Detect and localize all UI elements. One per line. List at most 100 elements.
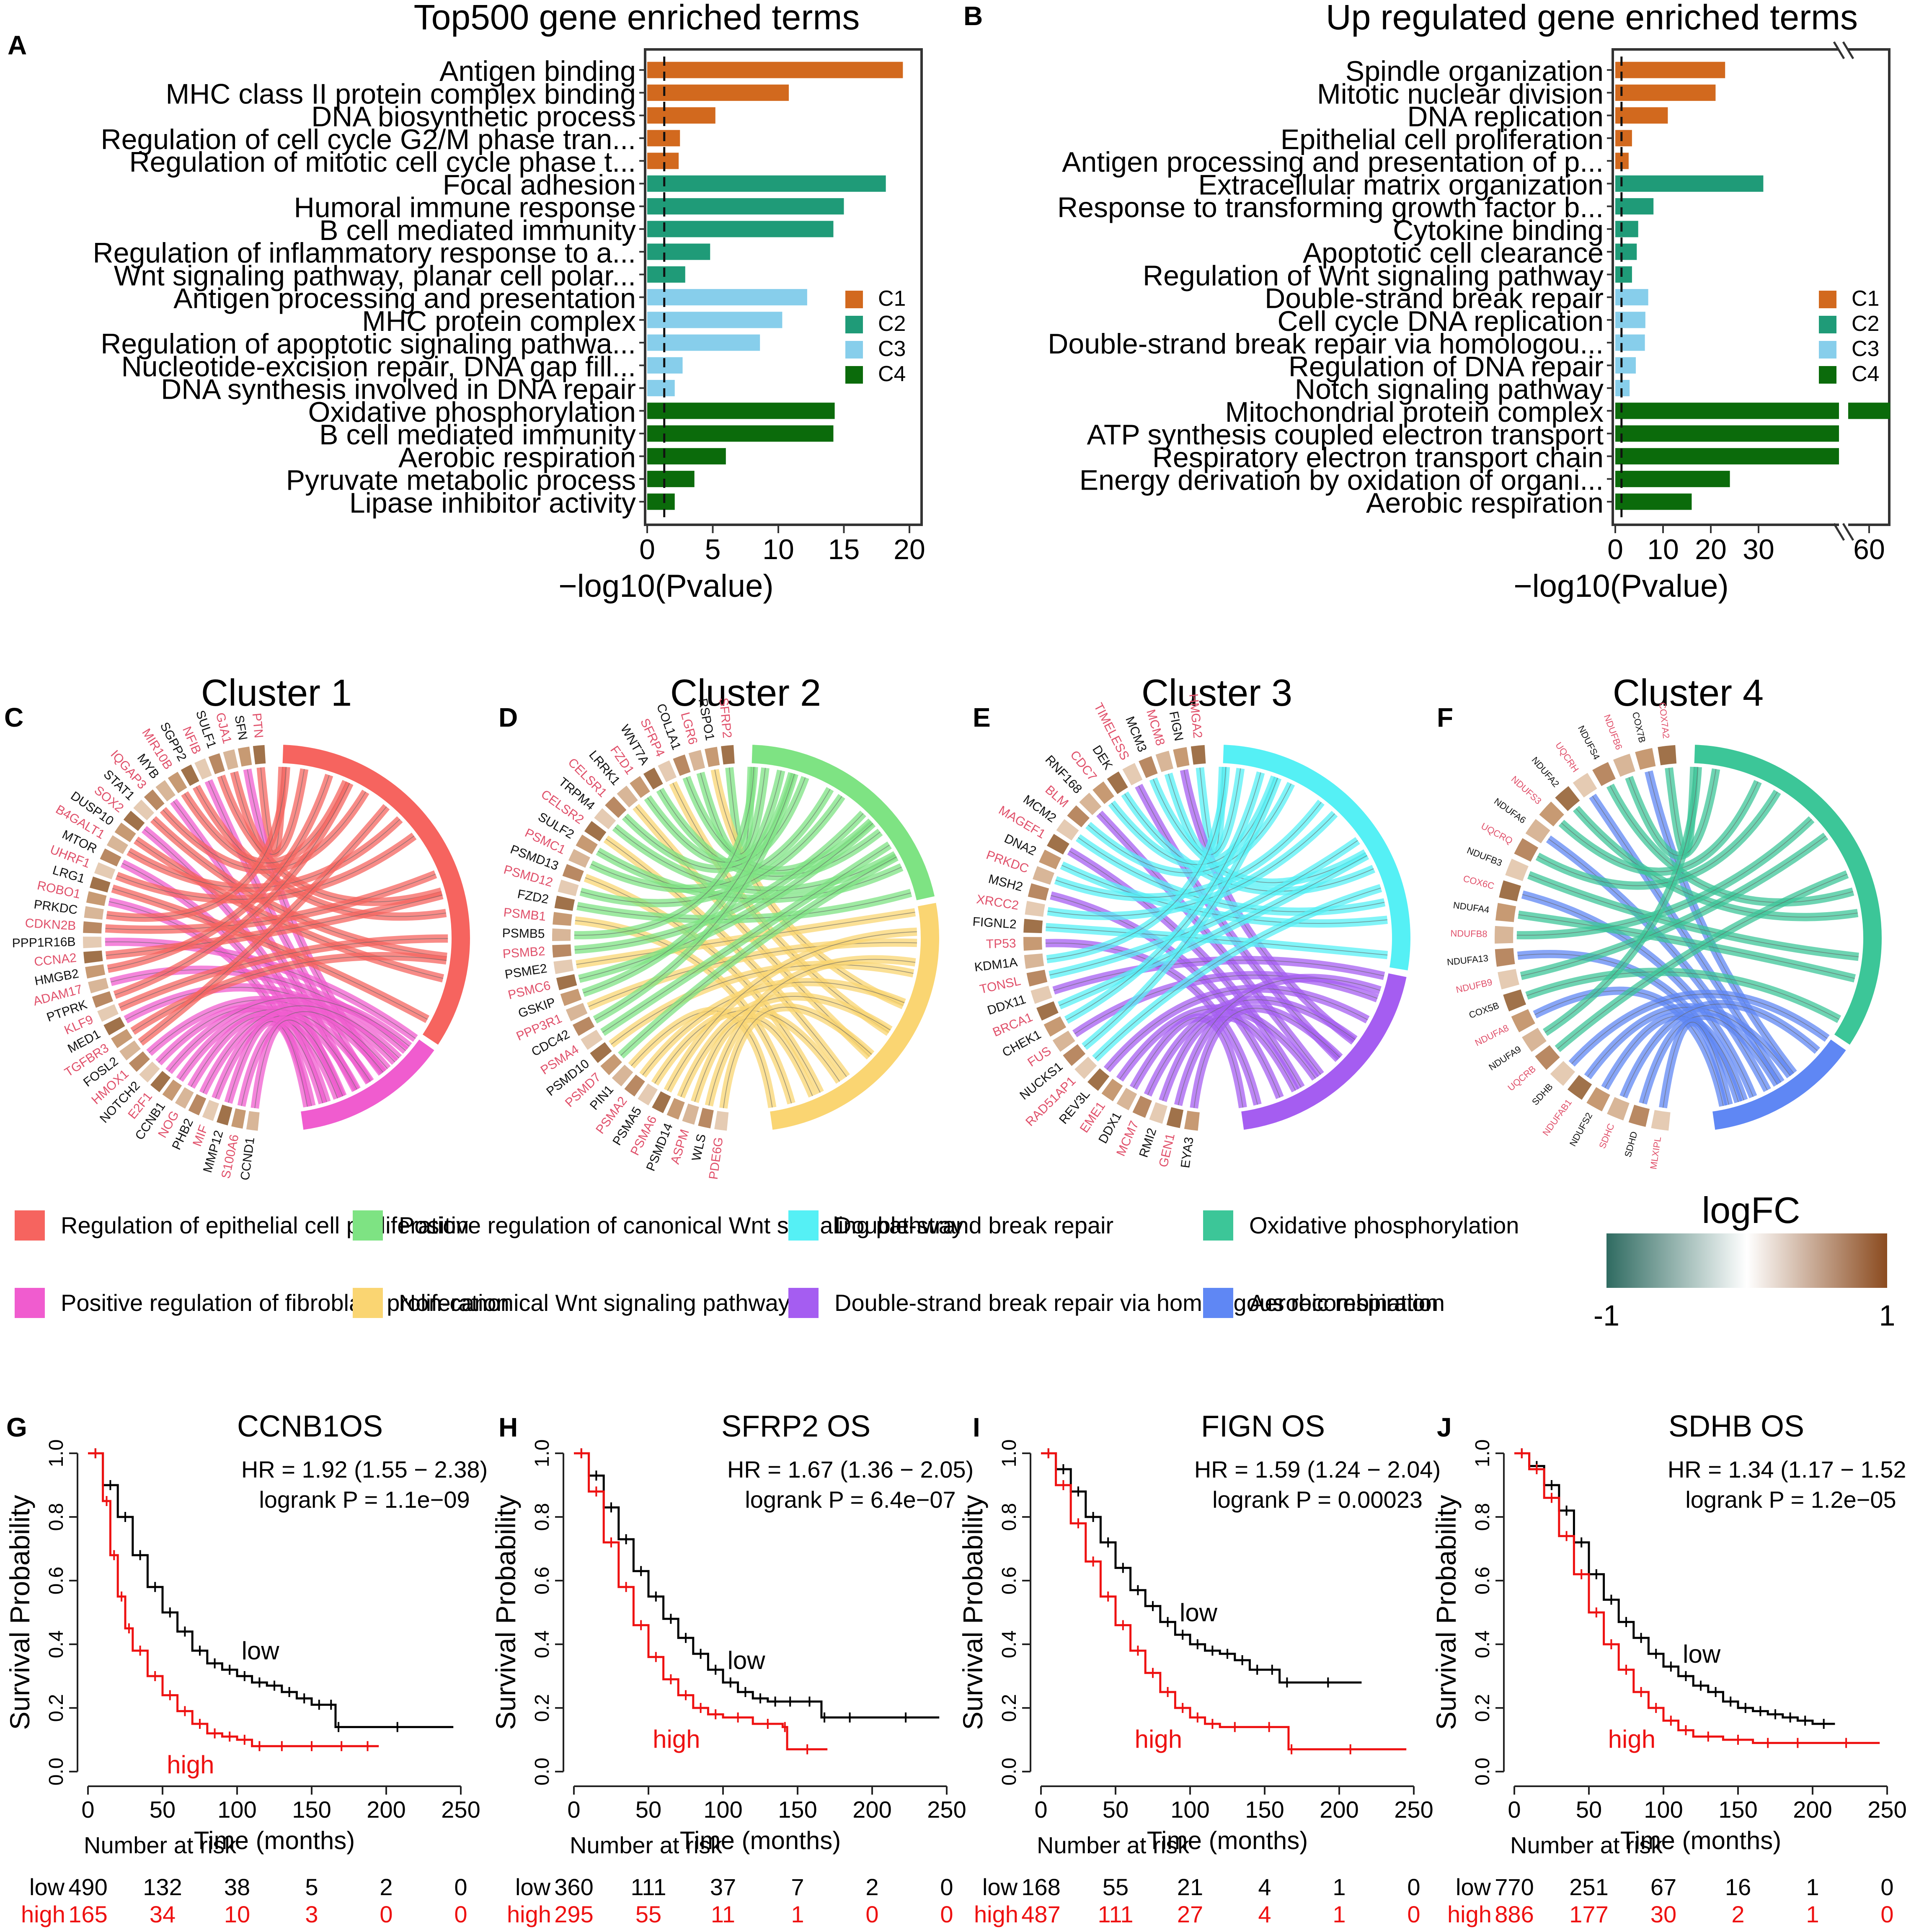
risk-title: Number at risk bbox=[84, 1832, 237, 1858]
y-tick-label: 0.6 bbox=[1472, 1567, 1494, 1595]
gene-label: SDHB bbox=[1530, 1081, 1555, 1107]
bar-C3 bbox=[647, 312, 783, 328]
km-curve-high bbox=[1514, 1452, 1880, 1744]
panel-letter-I: I bbox=[973, 1412, 980, 1442]
term-label: B cell mediated immunity bbox=[319, 419, 636, 451]
gene-arc bbox=[552, 944, 572, 958]
bar-panel-A: Top500 gene enriched terms Antigen bindin… bbox=[93, 0, 925, 604]
gene-arc bbox=[576, 834, 598, 854]
term-label: Mitotic nuclear division bbox=[1317, 78, 1604, 110]
bar-C4 bbox=[1615, 471, 1730, 488]
colorbar-min: -1 bbox=[1593, 1299, 1619, 1332]
gene-arc bbox=[1635, 748, 1656, 770]
term-label: Wnt signaling pathway, planar cell polar… bbox=[114, 260, 636, 291]
bar-title-A: Top500 gene enriched terms bbox=[414, 0, 860, 37]
gene-label: GEN1 bbox=[1157, 1132, 1178, 1168]
gene-arc bbox=[553, 959, 574, 974]
gene-arc bbox=[85, 964, 106, 979]
bar-C2 bbox=[647, 243, 710, 260]
risk-value-high: 34 bbox=[150, 1901, 176, 1927]
x-tick-label: 50 bbox=[1103, 1796, 1129, 1823]
gene-arc bbox=[1036, 1001, 1059, 1021]
gene-label: PRKDC bbox=[33, 898, 79, 917]
chord-ribbon-edge bbox=[1087, 783, 1292, 873]
chord-ribbon-edge bbox=[105, 874, 436, 930]
gene-arc bbox=[1628, 1104, 1650, 1127]
term-legend-label: Oxidative phosphorylation bbox=[1249, 1212, 1519, 1238]
risk-value-high: 55 bbox=[635, 1901, 661, 1927]
term-label: ATP synthesis coupled electron transport bbox=[1087, 419, 1604, 451]
x-tick-label: 50 bbox=[150, 1796, 176, 1823]
gene-arc bbox=[114, 823, 136, 842]
gene-arc bbox=[1039, 849, 1061, 869]
panel-letter-C: C bbox=[4, 702, 23, 733]
chord-ribbon-edge bbox=[1069, 851, 1302, 1088]
y-tick-label: 0.0 bbox=[998, 1758, 1020, 1786]
gene-arc bbox=[617, 785, 638, 808]
risk-row-label-low: low bbox=[982, 1874, 1018, 1900]
risk-value-low: 0 bbox=[454, 1874, 467, 1900]
term-legend-label: Double-strand break repair via homologou… bbox=[834, 1290, 1438, 1316]
gene-arc bbox=[100, 848, 121, 867]
gene-arc bbox=[94, 862, 116, 880]
legend-label-C1: C1 bbox=[878, 286, 906, 311]
gene-arc bbox=[666, 1098, 685, 1120]
term-label: Epithelial cell proliferation bbox=[1281, 124, 1604, 155]
chord-ribbon-edge bbox=[667, 931, 917, 1091]
bar-C3 bbox=[1615, 312, 1645, 328]
term-legend-label: Double-strand break repair bbox=[834, 1212, 1113, 1238]
gene-arc bbox=[88, 978, 109, 993]
colorbar-title: logFC bbox=[1702, 1189, 1800, 1231]
chord-ribbon-edge bbox=[112, 888, 428, 1020]
gene-label: CCNA2 bbox=[34, 951, 77, 969]
km-pvalue: logrank P = 1.1e−09 bbox=[259, 1486, 470, 1513]
y-tick-label: 1.0 bbox=[45, 1439, 67, 1468]
gene-arc bbox=[554, 895, 575, 911]
y-axis-label: Survival Probability bbox=[1431, 1495, 1462, 1730]
gene-arc bbox=[630, 776, 650, 798]
gene-arc bbox=[188, 1094, 207, 1116]
bar-C2 bbox=[647, 221, 834, 237]
term-arc-2 bbox=[301, 1040, 434, 1130]
risk-title: Number at risk bbox=[1510, 1832, 1663, 1858]
gene-arc bbox=[1173, 747, 1190, 768]
risk-value-low: 111 bbox=[630, 1874, 666, 1900]
gene-arc bbox=[1155, 751, 1174, 772]
y-tick-label: 0.2 bbox=[998, 1694, 1020, 1722]
bar-C2 bbox=[1615, 243, 1637, 260]
risk-value-high: 1 bbox=[791, 1901, 804, 1927]
x-tick-label: 250 bbox=[1394, 1796, 1433, 1823]
risk-value-low: 360 bbox=[554, 1874, 593, 1900]
term-label: Pyruvate metabolic process bbox=[286, 464, 636, 496]
legend-swatch-C4 bbox=[845, 366, 863, 384]
gene-arc bbox=[566, 1003, 588, 1021]
x-tick-label: 150 bbox=[778, 1796, 817, 1823]
term-arc-1 bbox=[752, 745, 935, 900]
gene-arc bbox=[1107, 771, 1128, 794]
gene-arc bbox=[1043, 1016, 1067, 1037]
gene-label: NDUFB8 bbox=[1450, 928, 1487, 939]
y-tick-label: 0.8 bbox=[1472, 1503, 1494, 1531]
gene-arc bbox=[1122, 763, 1143, 786]
x-tick-label: 60 bbox=[1853, 534, 1885, 565]
km-pvalue: logrank P = 6.4e−07 bbox=[745, 1486, 956, 1513]
gene-arc bbox=[1028, 883, 1049, 901]
gene-arc bbox=[202, 1100, 220, 1121]
gene-arc bbox=[581, 1029, 603, 1050]
x-tick-label: 0 bbox=[1034, 1796, 1047, 1823]
risk-value-high: 4 bbox=[1258, 1901, 1271, 1927]
km-series-label-high: high bbox=[167, 1751, 214, 1779]
gene-arc bbox=[1026, 970, 1048, 987]
chord-ribbon-edge bbox=[588, 942, 917, 1007]
term-arc-1 bbox=[282, 745, 470, 1045]
plot-frame bbox=[1612, 48, 1891, 526]
risk-row-label-low: low bbox=[515, 1874, 551, 1900]
x-axis-label: −log10(Pvalue) bbox=[1513, 568, 1728, 604]
panel-letter-B: B bbox=[963, 1, 983, 31]
risk-row-label-low: low bbox=[29, 1874, 65, 1900]
km-series-label-high: high bbox=[1135, 1725, 1182, 1753]
chord-title-F: Cluster 4 bbox=[1613, 672, 1764, 714]
chord-ribbon-edge bbox=[1521, 836, 1826, 977]
risk-value-high: 165 bbox=[68, 1901, 107, 1927]
